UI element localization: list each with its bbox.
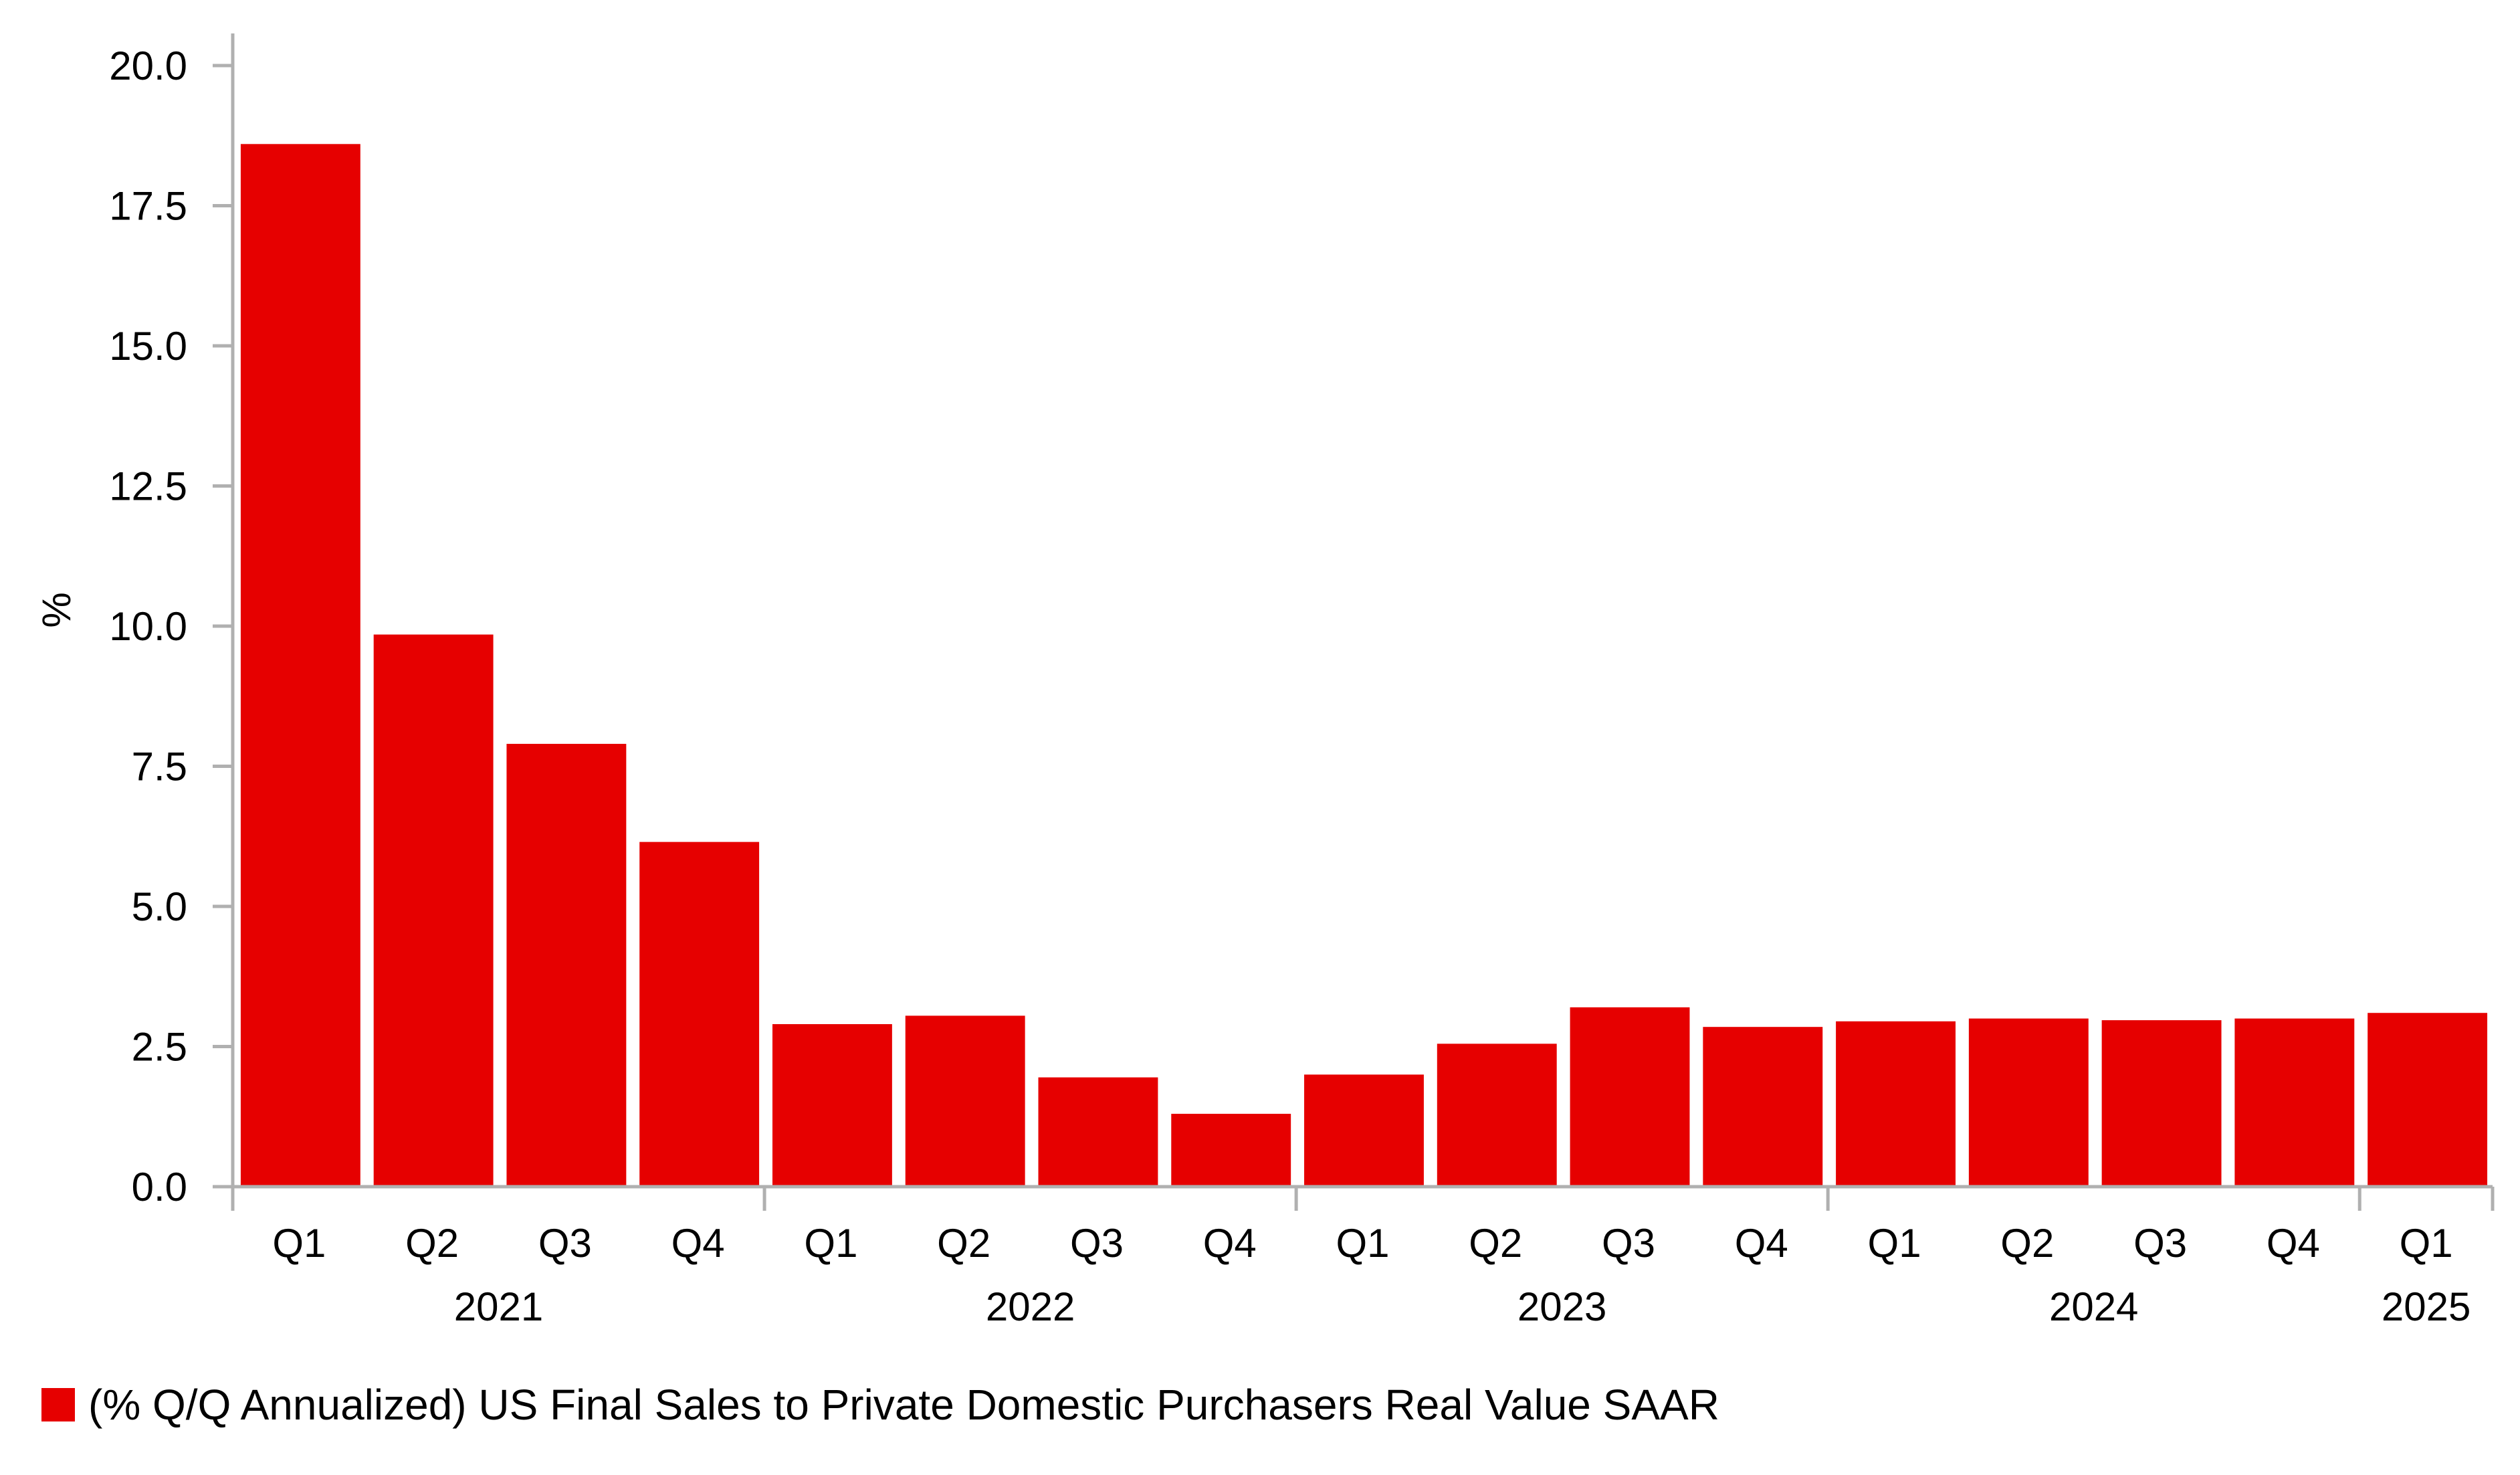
x-tick-label: Q3 — [1070, 1221, 1124, 1266]
bar — [639, 842, 760, 1187]
y-tick-label: 7.5 — [132, 745, 187, 789]
legend-label: (% Q/Q Annualized) US Final Sales to Pri… — [88, 1381, 1719, 1429]
x-tick-label: Q2 — [2000, 1221, 2054, 1266]
bar — [1304, 1074, 1424, 1187]
y-tick-label: 0.0 — [132, 1165, 187, 1209]
bar — [1703, 1027, 1823, 1187]
x-year-label: 2024 — [2049, 1284, 2138, 1329]
x-tick-label: Q2 — [1469, 1221, 1522, 1266]
y-tick-label: 10.0 — [109, 604, 187, 649]
x-tick-label: Q4 — [671, 1221, 725, 1266]
bar — [1171, 1114, 1291, 1187]
x-tick-label: Q3 — [538, 1221, 592, 1266]
y-axis-label: % — [34, 592, 79, 627]
y-tick-label: 12.5 — [109, 464, 187, 509]
x-year-label: 2021 — [454, 1284, 543, 1329]
y-tick-label: 20.0 — [109, 43, 187, 88]
bars-group — [240, 144, 2488, 1187]
x-tick-label: Q2 — [405, 1221, 459, 1266]
x-tick-label: Q3 — [2133, 1221, 2187, 1266]
bar — [1836, 1021, 1956, 1187]
y-tick-label: 5.0 — [132, 884, 187, 929]
y-tick-label: 2.5 — [132, 1025, 187, 1070]
y-tick-label: 17.5 — [109, 184, 187, 229]
x-tick-label: Q1 — [2400, 1221, 2453, 1266]
bar — [506, 743, 627, 1187]
x-tick-label: Q1 — [1336, 1221, 1389, 1266]
x-tick-label: Q1 — [272, 1221, 326, 1266]
bar — [373, 634, 494, 1187]
bar — [2101, 1020, 2222, 1187]
x-tick-label: Q3 — [1602, 1221, 1655, 1266]
bar — [1968, 1018, 2089, 1187]
bar — [905, 1015, 1025, 1187]
legend: (% Q/Q Annualized) US Final Sales to Pri… — [41, 1381, 1719, 1429]
bar — [2234, 1018, 2355, 1187]
y-axis: 0.0 2.5 5.0 7.5 10.0 12.5 15.0 17.5 20.0 — [109, 33, 235, 1209]
bar — [1570, 1007, 1690, 1187]
bar — [1437, 1044, 1557, 1187]
x-year-label: 2022 — [986, 1284, 1075, 1329]
x-tick-label: Q4 — [1203, 1221, 1257, 1266]
x-year-label: 2023 — [1517, 1284, 1606, 1329]
bar — [2368, 1013, 2488, 1187]
legend-swatch — [41, 1388, 75, 1421]
x-tick-label: Q4 — [1735, 1221, 1788, 1266]
bar — [1038, 1077, 1158, 1187]
x-tick-label: Q1 — [1868, 1221, 1921, 1266]
x-axis: Q1 Q2 Q3 Q4 Q1 Q2 Q3 Q4 Q1 Q2 Q3 Q4 Q1 Q2 Q3 Q4 Q1 2021 20… — [231, 1185, 2495, 1329]
x-tick-label: Q4 — [2267, 1221, 2320, 1266]
bar — [772, 1023, 892, 1187]
x-tick-label: Q1 — [804, 1221, 857, 1266]
y-tick-label: 15.0 — [109, 324, 187, 369]
bar — [240, 144, 360, 1187]
x-tick-label: Q2 — [937, 1221, 990, 1266]
x-year-label: 2025 — [2382, 1284, 2471, 1329]
